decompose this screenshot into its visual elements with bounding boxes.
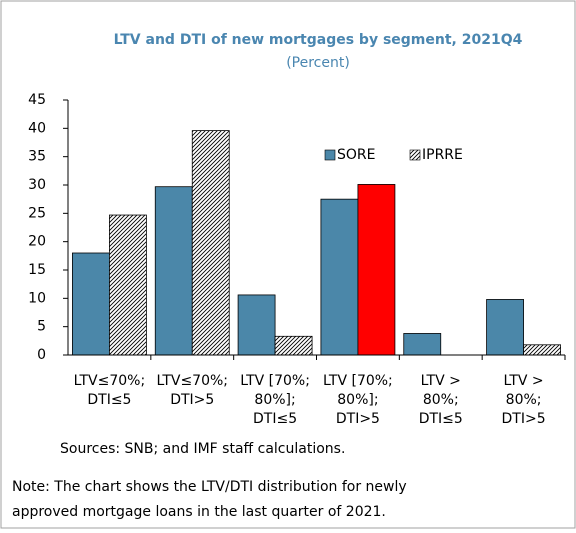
note: approved mortgage loans in the last quar…	[12, 504, 386, 520]
legend-swatch	[324, 149, 336, 161]
x-tick-label: LTV≤70%;	[74, 373, 146, 389]
bar	[237, 294, 276, 356]
bar	[357, 184, 396, 356]
x-tick-label: DTI≤5	[253, 411, 297, 427]
chart-title: LTV and DTI of new mortgages by segment,…	[114, 32, 523, 48]
bar	[486, 299, 524, 356]
bar	[72, 252, 110, 356]
x-tick-label: LTV [70%;	[240, 373, 310, 389]
bar	[109, 214, 147, 356]
y-tick-label: 0	[37, 347, 46, 363]
y-tick-label: 15	[28, 262, 46, 278]
x-tick-label: LTV [70%;	[323, 373, 393, 389]
x-tick-label: DTI>5	[502, 411, 546, 427]
y-tick-label: 25	[28, 205, 46, 221]
x-tick-label: DTI>5	[170, 392, 214, 408]
legend-label: SORE	[337, 147, 375, 163]
x-tick-label: LTV≤70%;	[156, 373, 228, 389]
x-tick-label: DTI>5	[336, 411, 380, 427]
y-tick-label: 35	[28, 149, 46, 165]
legend-label: IPRRE	[422, 147, 463, 163]
bar	[154, 186, 193, 356]
legend-swatch	[409, 149, 421, 161]
y-tick-label: 40	[28, 120, 46, 136]
x-tick-label: LTV >	[421, 373, 461, 389]
y-tick-label: 5	[37, 319, 46, 335]
y-tick-label: 10	[28, 290, 46, 306]
x-tick-label: DTI≤5	[87, 392, 131, 408]
x-tick-label: 80%];	[254, 392, 295, 408]
x-tick-label: LTV >	[503, 373, 543, 389]
y-tick-label: 20	[28, 234, 46, 250]
bar	[523, 344, 561, 356]
x-tick-label: DTI≤5	[419, 411, 463, 427]
source: Sources: SNB; and IMF staff calculations…	[60, 441, 345, 457]
x-tick-label: 80%;	[423, 392, 459, 408]
note: Note: The chart shows the LTV/DTI distri…	[12, 479, 407, 495]
bar	[274, 335, 313, 356]
bar	[191, 130, 230, 356]
y-tick-label: 30	[28, 177, 46, 193]
x-tick-label: 80%;	[506, 392, 542, 408]
y-tick-label: 45	[28, 92, 46, 108]
chart-subtitle: (Percent)	[286, 55, 350, 71]
bar	[320, 198, 359, 356]
x-tick-label: 80%];	[337, 392, 378, 408]
bar	[403, 333, 442, 356]
